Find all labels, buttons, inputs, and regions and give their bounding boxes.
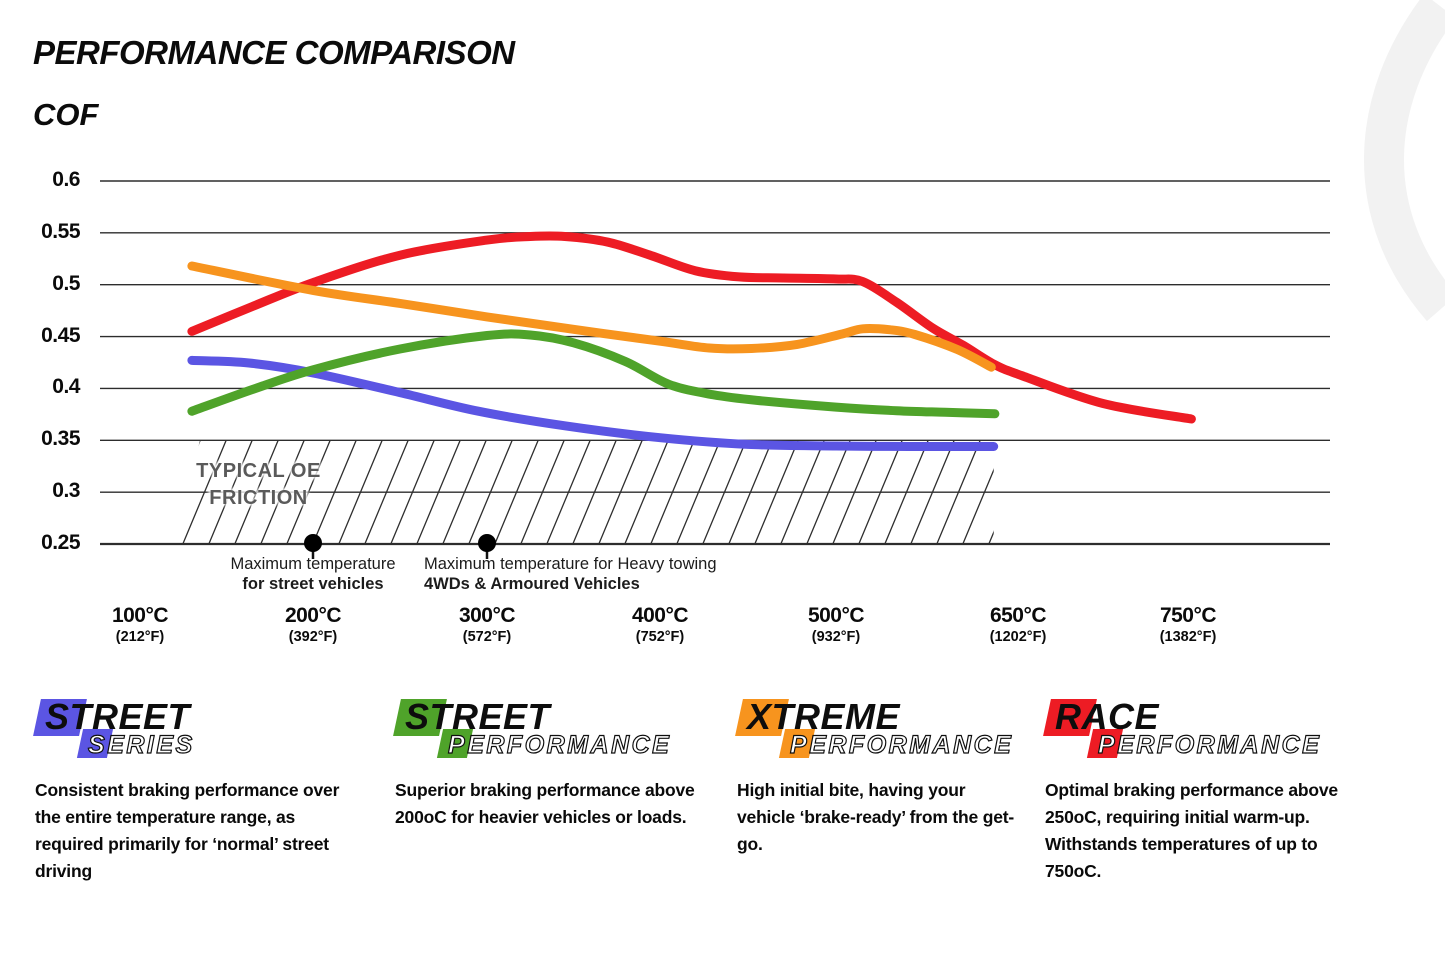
x-tick-fahrenheit: (932°F) <box>811 629 861 645</box>
y-tick-label: 0.6 <box>52 168 80 191</box>
x-tick-label: 300°C (572°F) <box>427 604 547 646</box>
annotation-line2: 4WDs & Armoured Vehicles <box>424 574 640 593</box>
x-tick-celsius: 100°C <box>111 604 169 627</box>
oe-label-line1: TYPICAL OE <box>196 460 321 482</box>
street-series-logo: STREET SERIES <box>33 696 367 764</box>
x-tick-label: 100°C (212°F) <box>80 604 200 646</box>
x-tick-celsius: 750°C <box>1159 604 1217 627</box>
y-tick-label: 0.25 <box>41 531 80 554</box>
page-title: PERFORMANCE COMPARISON <box>33 34 515 71</box>
product-description: High initial bite, having your vehicle ‘… <box>737 780 1014 854</box>
x-tick-celsius: 400°C <box>631 604 689 627</box>
cof-line-chart <box>100 0 1445 559</box>
annotation-line1: Maximum temperature <box>230 555 396 573</box>
x-tick-celsius: 300°C <box>458 604 516 627</box>
x-tick-label: 400°C (752°F) <box>600 604 720 646</box>
product-description: Optimal braking performance above 250oC,… <box>1045 780 1338 881</box>
y-tick-label: 0.35 <box>41 427 80 451</box>
street-performance-logo: STREET PERFORMANCE <box>393 696 713 764</box>
series-line-street-performance <box>187 329 1000 419</box>
x-tick-fahrenheit: (392°F) <box>288 629 338 645</box>
logo-word1: RACE <box>1055 696 1160 737</box>
x-tick-label: 750°C (1382°F) <box>1128 604 1248 646</box>
annotation-line1: Maximum temperature for Heavy towing <box>424 555 717 573</box>
product-street-performance: STREET PERFORMANCE Superior braking perf… <box>393 696 713 831</box>
x-tick-fahrenheit: (572°F) <box>462 629 512 645</box>
race-performance-logo: RACE PERFORMANCE <box>1043 696 1373 764</box>
product-description: Consistent braking performance over the … <box>35 780 340 881</box>
y-tick-label: 0.55 <box>41 219 80 243</box>
logo-word2: PERFORMANCE <box>447 731 672 759</box>
x-tick-celsius: 650°C <box>989 604 1047 627</box>
annotation-marker-dot <box>478 534 496 552</box>
y-tick-label: 0.5 <box>52 271 80 295</box>
annotation-marker-dot <box>304 534 322 552</box>
x-tick-celsius: 500°C <box>807 604 865 627</box>
xtreme-performance-logo: XTREME PERFORMANCE <box>735 696 1015 764</box>
y-tick-label: 0.4 <box>52 375 80 399</box>
logo-word2: PERFORMANCE <box>789 731 1014 759</box>
logo-word1: XTREME <box>747 696 901 737</box>
x-tick-fahrenheit: (752°F) <box>635 629 685 645</box>
x-tick-label: 650°C (1202°F) <box>958 604 1078 646</box>
y-tick-label: 0.3 <box>52 479 80 503</box>
product-description: Superior braking performance above 200oC… <box>395 780 695 827</box>
annotation-line2: for street vehicles <box>242 574 384 593</box>
watermark-swoosh <box>1364 0 1445 322</box>
series-line-xtreme-performance <box>187 261 996 372</box>
oe-label-line2: FRICTION <box>209 487 308 509</box>
x-tick-fahrenheit: (212°F) <box>115 629 165 645</box>
logo-word1: STREET <box>45 696 191 737</box>
logo-word2: PERFORMANCE <box>1097 731 1322 759</box>
logo-word2: SERIES <box>87 731 195 759</box>
x-tick-fahrenheit: (1202°F) <box>989 629 1047 645</box>
product-race-performance: RACE PERFORMANCE Optimal braking perform… <box>1043 696 1373 885</box>
x-tick-label: 200°C (392°F) <box>253 604 373 646</box>
typical-oe-friction-band <box>175 440 994 544</box>
annotation-max-temp-street: Maximum temperature for street vehicles <box>153 555 473 594</box>
x-tick-label: 500°C (932°F) <box>776 604 896 646</box>
y-tick-label: 0.45 <box>41 323 80 347</box>
y-axis-title: COF <box>33 97 99 132</box>
x-tick-celsius: 200°C <box>284 604 342 627</box>
x-tick-fahrenheit: (1382°F) <box>1159 629 1217 645</box>
typical-oe-friction-label: TYPICAL OE FRICTION <box>156 458 361 512</box>
annotation-max-temp-towing: Maximum temperature for Heavy towing 4WD… <box>424 555 769 594</box>
logo-word1: STREET <box>405 696 551 737</box>
product-street-series: STREET SERIES Consistent braking perform… <box>33 696 367 885</box>
product-xtreme-performance: XTREME PERFORMANCE High initial bite, ha… <box>735 696 1015 858</box>
